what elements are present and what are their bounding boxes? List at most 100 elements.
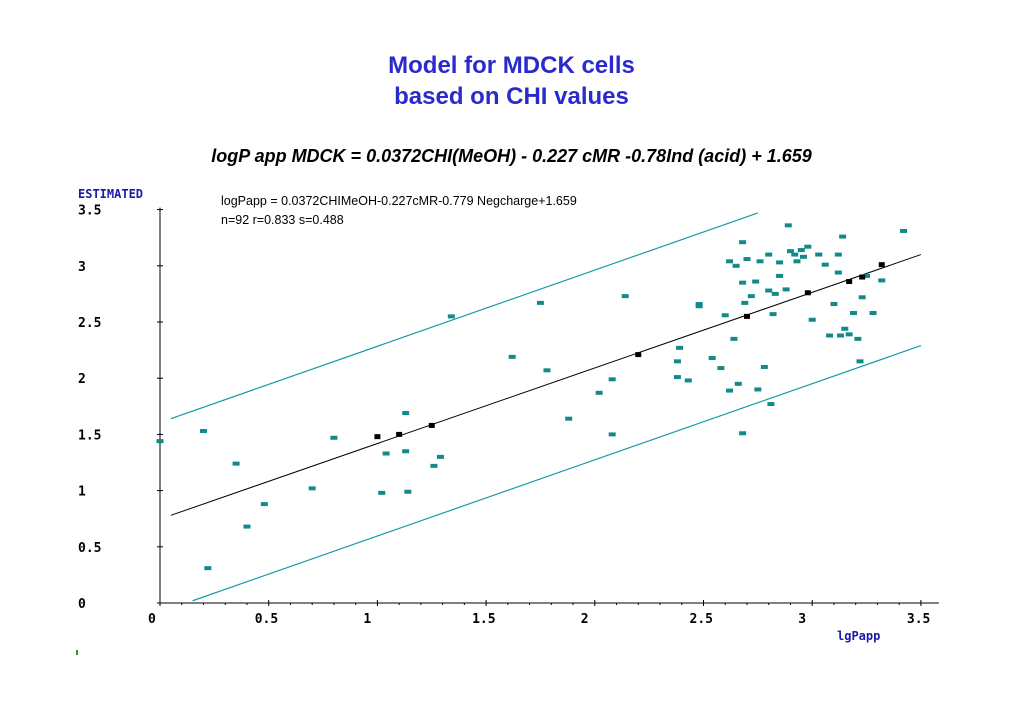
data-point — [784, 223, 792, 228]
fitted-point — [428, 422, 435, 428]
x-axis-label: lgPapp — [837, 629, 880, 643]
fitted-point — [859, 274, 866, 280]
data-point — [673, 359, 681, 364]
fitted-point — [374, 434, 381, 440]
data-point — [330, 435, 338, 440]
data-point — [232, 461, 240, 466]
data-point — [536, 300, 544, 305]
data-point — [747, 294, 755, 299]
data-point — [754, 387, 762, 392]
data-point — [741, 300, 749, 305]
data-point — [765, 252, 773, 257]
data-point — [199, 429, 207, 434]
fitted-point — [635, 352, 642, 358]
data-point — [708, 355, 716, 360]
x-tick-label: 1 — [363, 612, 371, 627]
data-point — [826, 333, 834, 338]
data-point — [508, 354, 516, 359]
fitted-point — [846, 279, 853, 285]
data-point — [721, 313, 729, 318]
annotation-line-1: logPapp = 0.0372CHIMeOH-0.227cMR-0.779 N… — [221, 194, 577, 208]
data-point — [204, 566, 212, 571]
data-point — [797, 248, 805, 253]
data-point — [673, 375, 681, 380]
data-point — [767, 402, 775, 407]
data-point — [756, 259, 764, 264]
data-point — [834, 252, 842, 257]
data-point — [765, 288, 773, 293]
x-tick-label: 2.5 — [690, 612, 713, 627]
data-point — [621, 294, 629, 299]
prediction-bands — [170, 212, 922, 602]
data-point — [436, 454, 444, 459]
data-point — [834, 270, 842, 275]
data-point — [743, 257, 751, 262]
data-point — [804, 244, 812, 249]
data-point — [430, 463, 438, 468]
data-point — [726, 388, 734, 393]
y-tick-label: 2.5 — [78, 316, 101, 331]
y-axis-label: ESTIMATED — [78, 187, 143, 201]
model-equation: logP app MDCK = 0.0372CHI(MeOH) - 0.227 … — [211, 146, 812, 166]
x-tick-label: 3 — [798, 612, 806, 627]
data-point — [382, 451, 390, 456]
data-point — [771, 291, 779, 296]
data-point — [769, 312, 777, 317]
data-point — [543, 368, 551, 373]
x-tick-label: 0.5 — [255, 612, 278, 627]
y-tick-label: 1 — [78, 485, 86, 500]
y-tick-label: 2 — [78, 372, 86, 387]
x-tick-label: 0 — [148, 612, 156, 627]
y-tick-label: 3 — [78, 260, 86, 275]
title-line-1: Model for MDCK cells — [388, 52, 635, 79]
y-tick-label: 0.5 — [78, 541, 101, 556]
data-point — [260, 502, 268, 507]
data-point — [684, 378, 692, 383]
data-point — [839, 234, 847, 239]
data-point — [695, 304, 703, 309]
fitted-point — [743, 313, 750, 319]
data-point — [793, 259, 801, 264]
fitted-point — [878, 262, 885, 268]
y-tick-label: 0 — [78, 597, 86, 612]
data-point — [404, 489, 412, 494]
x-tick-label: 3.5 — [907, 612, 930, 627]
data-point — [608, 377, 616, 382]
data-point — [595, 390, 603, 395]
data-point — [841, 326, 849, 331]
data-point — [608, 432, 616, 437]
data-point — [676, 345, 684, 350]
data-point — [808, 317, 816, 322]
data-point — [308, 486, 316, 491]
y-tick-label: 3.5 — [78, 204, 101, 219]
axes: 0 0.5 1 1.5 2 2.5 3 3.5 0 0.5 1 1.5 2 2.5 3 3.5 — [78, 204, 939, 627]
data-point — [791, 252, 799, 257]
annotation-line-2: n=92 r=0.833 s=0.488 — [221, 213, 344, 227]
data-point — [854, 336, 862, 341]
data-point — [821, 262, 829, 267]
data-point — [900, 228, 908, 233]
data-point — [830, 302, 838, 307]
chart-title: Model for MDCK cells based on CHI values — [0, 50, 1023, 112]
data-point — [776, 260, 784, 265]
data-point — [878, 278, 886, 283]
data-point — [734, 381, 742, 386]
data-point — [739, 280, 747, 285]
data-point — [752, 279, 760, 284]
y-tick-label: 1.5 — [78, 428, 101, 443]
data-point — [726, 259, 734, 264]
data-point — [869, 311, 877, 316]
data-point — [739, 240, 747, 245]
data-point — [402, 411, 410, 416]
data-point — [447, 314, 455, 319]
data-point — [760, 364, 768, 369]
fitted-point — [804, 290, 811, 296]
data-point — [739, 431, 747, 436]
data-point — [402, 449, 410, 454]
data-point — [565, 416, 573, 421]
x-tick-label: 1.5 — [472, 612, 495, 627]
data-point — [156, 439, 164, 444]
data-point — [782, 287, 790, 292]
data-point — [850, 311, 858, 316]
